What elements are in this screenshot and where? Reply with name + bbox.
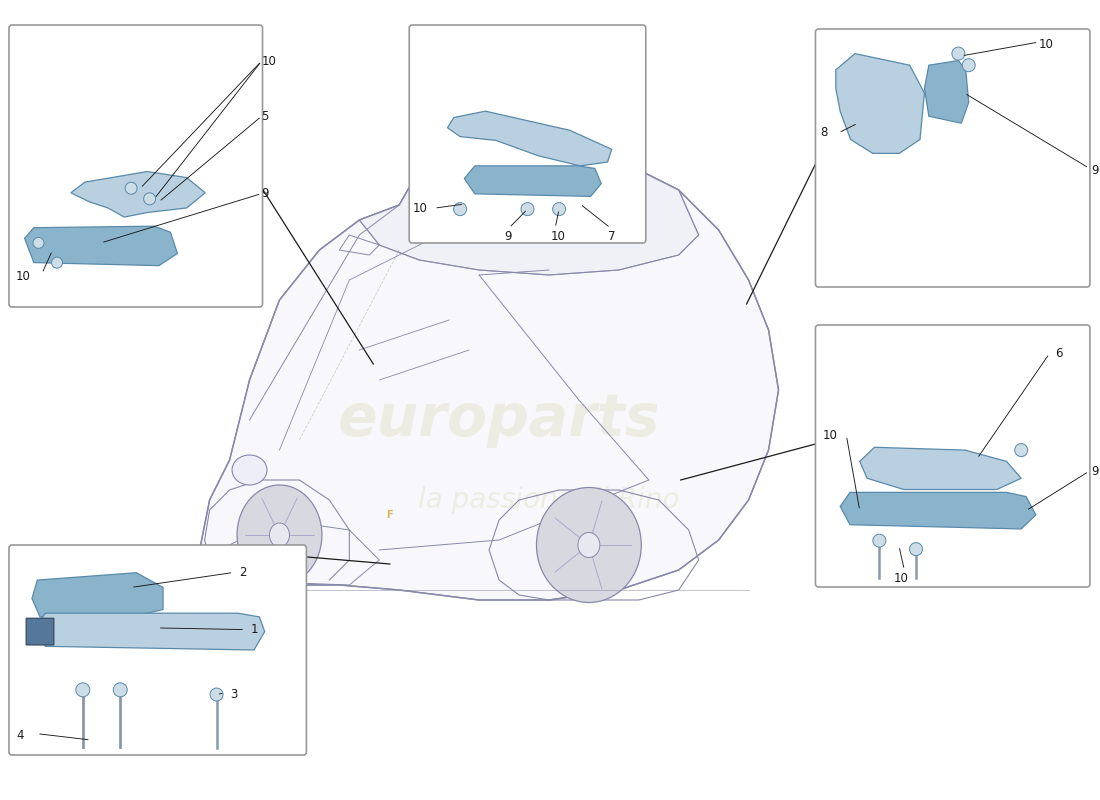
Text: 10: 10: [16, 270, 31, 283]
FancyBboxPatch shape: [815, 29, 1090, 287]
Text: 9: 9: [262, 187, 270, 200]
Circle shape: [962, 58, 976, 72]
Text: 10: 10: [551, 230, 565, 242]
Polygon shape: [35, 613, 265, 650]
Circle shape: [144, 193, 155, 205]
Text: 9: 9: [1091, 465, 1099, 478]
Polygon shape: [70, 171, 206, 217]
Polygon shape: [199, 145, 779, 600]
Text: 3: 3: [231, 688, 238, 702]
Text: F: F: [386, 510, 393, 520]
Circle shape: [952, 47, 965, 60]
Ellipse shape: [238, 485, 322, 585]
Text: 10: 10: [1038, 38, 1054, 51]
Circle shape: [33, 238, 44, 248]
Text: 2: 2: [240, 566, 246, 579]
Circle shape: [552, 202, 565, 216]
Text: 7: 7: [608, 230, 616, 242]
Text: 1: 1: [251, 623, 258, 636]
FancyBboxPatch shape: [9, 545, 307, 755]
Polygon shape: [24, 226, 177, 266]
Polygon shape: [924, 61, 969, 123]
Text: 9: 9: [505, 230, 512, 242]
FancyBboxPatch shape: [815, 325, 1090, 587]
Polygon shape: [464, 166, 602, 196]
Circle shape: [453, 202, 466, 216]
FancyBboxPatch shape: [9, 25, 263, 307]
Ellipse shape: [578, 533, 600, 558]
Text: 10: 10: [893, 571, 909, 585]
Polygon shape: [360, 145, 698, 275]
FancyBboxPatch shape: [26, 618, 54, 645]
Polygon shape: [448, 111, 612, 166]
Circle shape: [873, 534, 886, 547]
FancyBboxPatch shape: [409, 25, 646, 243]
Text: 6: 6: [1055, 347, 1063, 360]
Text: europarts: europarts: [338, 391, 660, 449]
Text: 10: 10: [823, 429, 837, 442]
Circle shape: [76, 683, 90, 697]
Text: 8: 8: [821, 126, 828, 139]
Ellipse shape: [270, 523, 289, 547]
Text: 9: 9: [1091, 164, 1099, 177]
Circle shape: [125, 182, 138, 194]
Ellipse shape: [232, 455, 267, 485]
Circle shape: [52, 257, 63, 268]
Circle shape: [910, 542, 923, 556]
Text: 10: 10: [262, 54, 276, 68]
Text: 5: 5: [262, 110, 268, 123]
Circle shape: [113, 683, 128, 697]
Text: 10: 10: [412, 202, 427, 214]
Circle shape: [210, 688, 223, 701]
Text: la passione di Rino: la passione di Rino: [418, 486, 680, 514]
Circle shape: [1014, 443, 1027, 457]
Text: 4: 4: [16, 729, 23, 742]
Ellipse shape: [537, 487, 641, 602]
Polygon shape: [860, 447, 1021, 490]
Polygon shape: [840, 492, 1036, 529]
Polygon shape: [32, 573, 163, 617]
Circle shape: [521, 202, 534, 216]
Polygon shape: [836, 54, 924, 154]
